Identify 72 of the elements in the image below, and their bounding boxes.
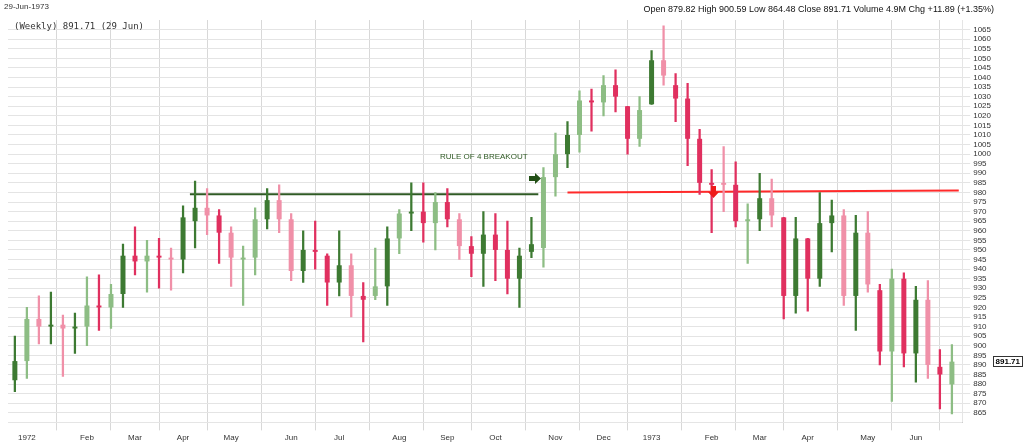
- y-tick-label: 1065: [973, 24, 992, 34]
- candlestick: [480, 211, 486, 287]
- y-tick-label: 1020: [973, 111, 992, 121]
- x-tick-label: 1972: [17, 433, 37, 443]
- y-tick-label: 930: [973, 283, 988, 293]
- y-tick-label: 945: [973, 254, 988, 264]
- y-tick-label: 910: [973, 321, 988, 331]
- x-tick-label: Nov: [548, 433, 563, 443]
- x-tick-label: Dec: [596, 433, 611, 443]
- x-tick-label: Mar: [128, 433, 143, 443]
- annotation: RULE OF 4 BREAKOUT: [440, 152, 528, 161]
- y-tick-label: 980: [973, 187, 988, 197]
- x-tick-label: Feb: [704, 433, 720, 443]
- x-tick-label: May: [223, 433, 239, 443]
- candlestick: [613, 69, 619, 113]
- x-tick-label: Apr: [801, 433, 815, 443]
- y-tick-label: 960: [973, 225, 988, 235]
- y-tick-label: 970: [973, 206, 988, 216]
- y-tick-label: 985: [973, 178, 988, 188]
- y-tick-label: 1060: [973, 34, 992, 44]
- y-tick-label: 920: [973, 302, 988, 312]
- y-tick-label: 950: [973, 245, 988, 255]
- y-tick-label: 995: [973, 158, 988, 168]
- y-tick-label: 975: [973, 197, 988, 207]
- candlestick: [673, 73, 679, 122]
- y-tick-label: 880: [973, 379, 988, 389]
- x-tick-label: Aug: [392, 433, 407, 443]
- y-tick-label: 900: [973, 340, 988, 350]
- y-tick-label: 990: [973, 168, 988, 178]
- x-tick-label: Jul: [334, 433, 345, 443]
- y-tick-label: 875: [973, 388, 988, 398]
- y-tick-label: 1030: [973, 91, 992, 101]
- y-tick-label: 1055: [973, 43, 992, 53]
- candlestick: [492, 213, 498, 281]
- y-tick-label: 965: [973, 216, 988, 226]
- x-tick-label: 1973: [642, 433, 662, 443]
- y-tick-label: 1005: [973, 139, 992, 149]
- y-tick-label: 1050: [973, 53, 992, 63]
- y-tick-label: 870: [973, 398, 988, 408]
- candlestick: [528, 217, 534, 258]
- y-tick-label: 885: [973, 369, 988, 379]
- y-tick-label: 925: [973, 293, 988, 303]
- y-tick-label: 1025: [973, 101, 992, 111]
- x-tick-label: Oct: [489, 433, 503, 443]
- chart-subtitle: 29-Jun-1973: [4, 2, 49, 11]
- y-tick-label: 1045: [973, 63, 992, 73]
- x-tick-label: Jun: [284, 433, 298, 443]
- y-tick-label: 890: [973, 360, 988, 370]
- y-tick-label: 1035: [973, 82, 992, 92]
- y-tick-label: 1040: [973, 72, 992, 82]
- x-tick-label: Sep: [440, 433, 456, 443]
- text: Open 879.82 High 900.59 Low 864.48 Close 891.71 Volume 4.9M Chg +11.89 (+1.35%): [643, 4, 994, 14]
- text: 891.71: [992, 356, 1023, 367]
- x-tick-label: Jun: [909, 433, 923, 443]
- annotation: (Weekly) 891.71 (29 Jun): [14, 21, 145, 31]
- y-tick-label: 915: [973, 312, 988, 322]
- x-tick-label: Mar: [752, 433, 767, 443]
- y-tick-label: 940: [973, 264, 988, 274]
- y-tick-label: 955: [973, 235, 988, 245]
- y-tick-label: 895: [973, 350, 988, 360]
- y-tick-label: 1015: [973, 120, 992, 130]
- candlestick: [468, 236, 474, 278]
- candlestick: [589, 88, 595, 132]
- y-tick-label: 1010: [973, 130, 992, 140]
- y-tick-label: 935: [973, 273, 988, 283]
- x-tick-label: Apr: [176, 433, 190, 443]
- y-tick-label: 1000: [973, 149, 992, 159]
- x-tick-label: Feb: [80, 433, 95, 443]
- y-tick-label: 905: [973, 331, 988, 341]
- y-tick-label: 865: [973, 408, 988, 418]
- candlestick: [661, 25, 667, 86]
- x-tick-label: May: [860, 433, 876, 443]
